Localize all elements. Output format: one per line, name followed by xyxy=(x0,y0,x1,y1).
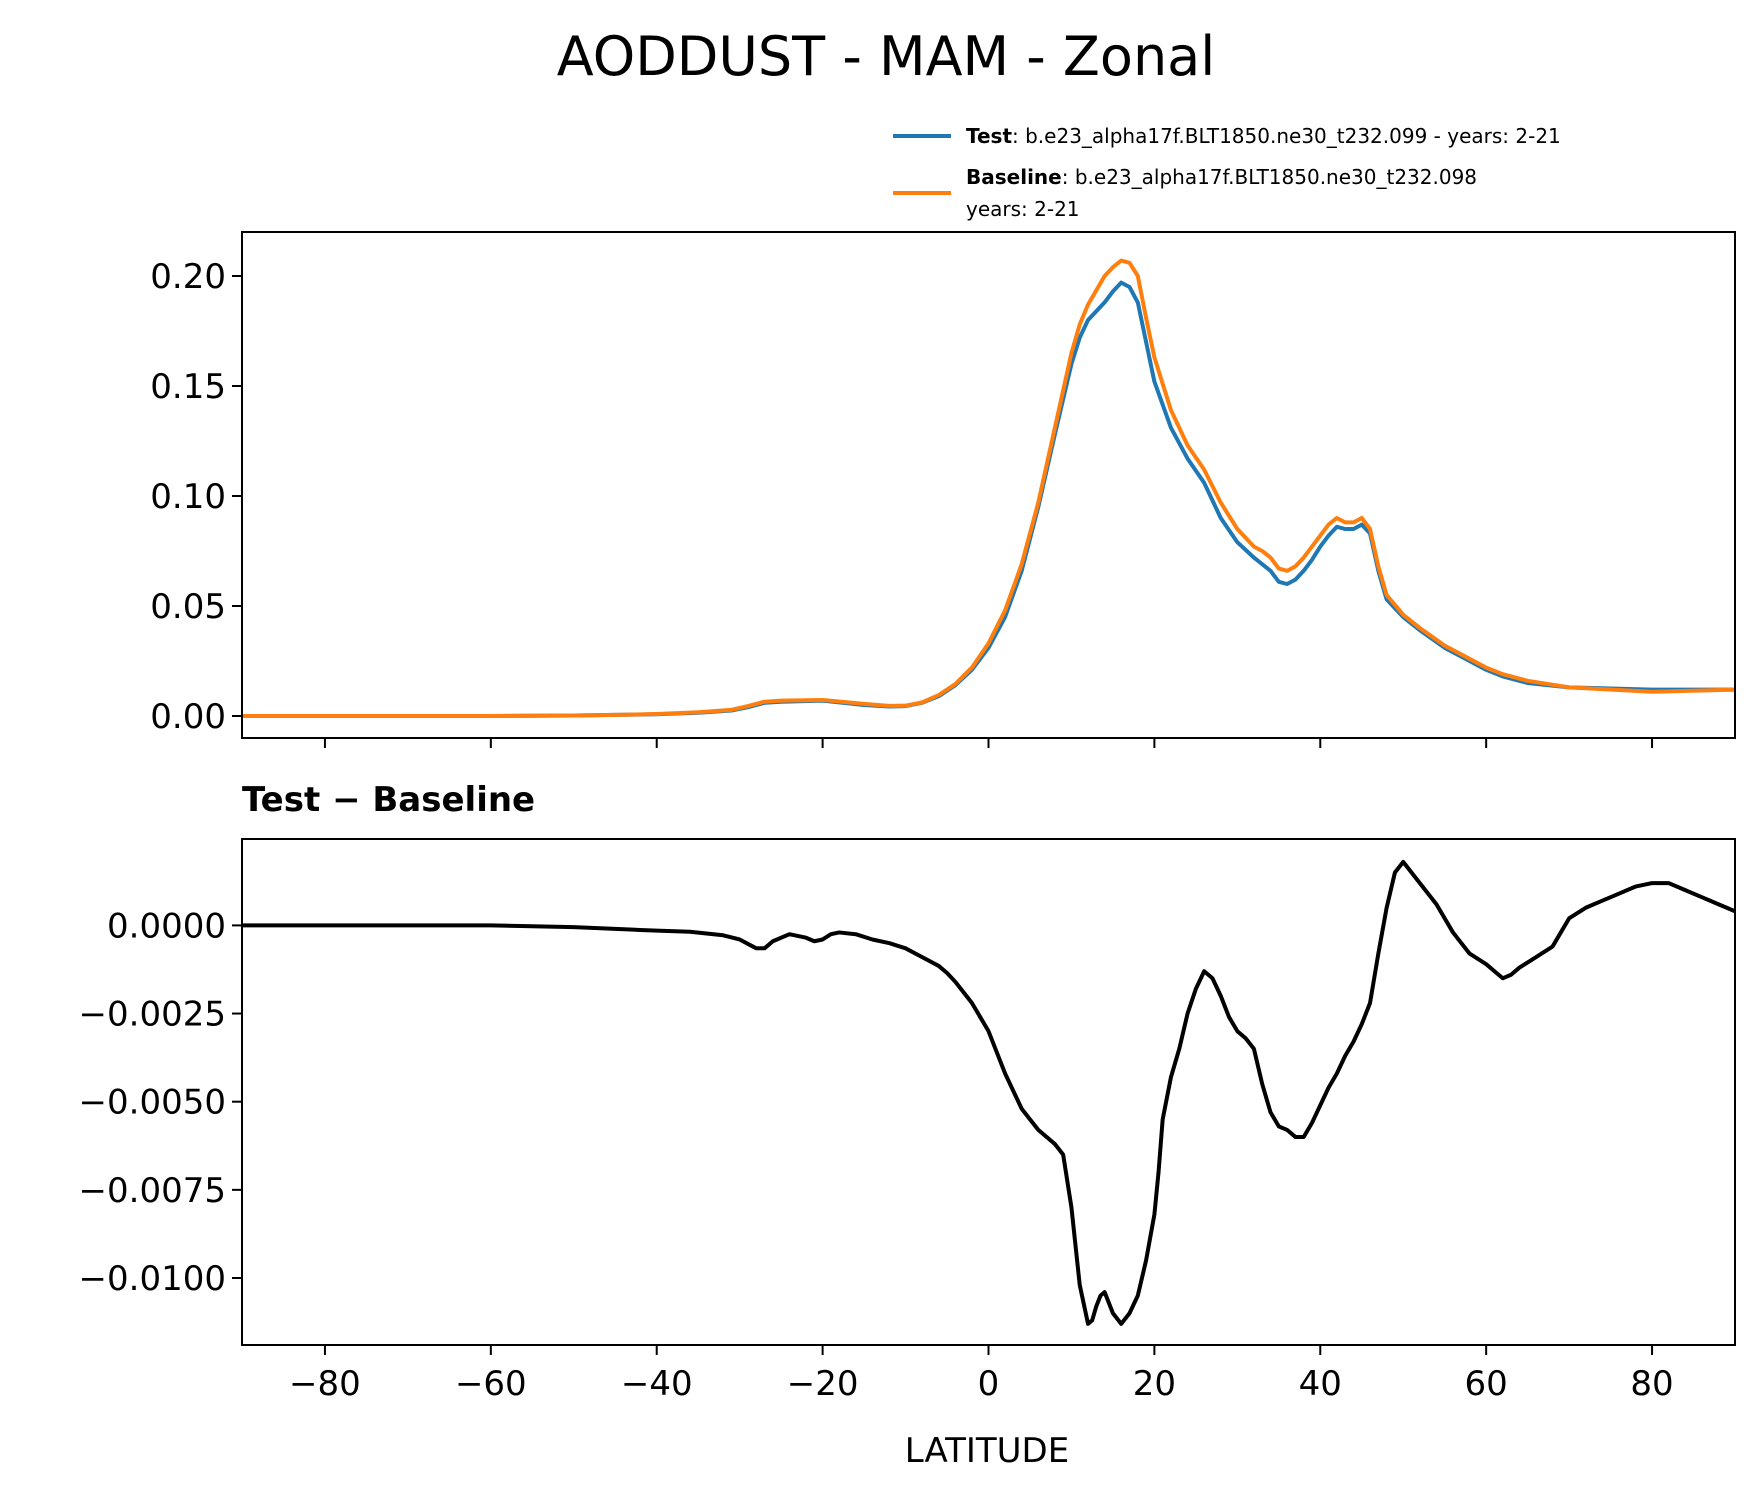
legend-test-text: : b.e23_alpha17f.BLT1850.ne30_t232.099 -… xyxy=(1012,124,1561,148)
top-panel: 0.00 0.05 0.10 0.15 0.20 xyxy=(150,231,1736,748)
x-tick-label: −40 xyxy=(621,1364,693,1404)
bottom-y-tick-label: −0.0050 xyxy=(79,1083,226,1123)
figure-title: AODDUST - MAM - Zonal xyxy=(557,25,1216,88)
bottom-panel-title: Test − Baseline xyxy=(242,780,535,820)
x-tick-label: 80 xyxy=(1630,1364,1673,1404)
x-tick-label: −80 xyxy=(289,1364,361,1404)
bottom-y-tick-label: 0.0000 xyxy=(107,906,226,946)
bottom-series-line-test-baseline xyxy=(242,859,1735,1326)
legend-baseline-text: : b.e23_alpha17f.BLT1850.ne30_t232.098 xyxy=(1062,165,1477,189)
legend-test-name: Test xyxy=(966,124,1012,148)
bottom-panel: −80 −60 −40 −20 0 20 40 60 80 0.0000 −0.0025 −0.005… xyxy=(79,838,1736,1404)
bottom-y-tick-label: −0.0025 xyxy=(79,995,226,1035)
x-axis-label: LATITUDE xyxy=(905,1431,1069,1471)
top-y-tick-label: 0.05 xyxy=(150,587,226,627)
top-y-tick-label: 0.00 xyxy=(150,697,226,737)
legend: Test: b.e23_alpha17f.BLT1850.ne30_t232.0… xyxy=(893,124,1561,221)
top-y-tick-label: 0.10 xyxy=(150,477,226,517)
x-tick-label: −60 xyxy=(455,1364,527,1404)
top-y-tick-label: 0.20 xyxy=(150,257,226,297)
x-tick-label: −20 xyxy=(787,1364,859,1404)
legend-baseline-entry: Baseline: b.e23_alpha17f.BLT1850.ne30_t2… xyxy=(966,165,1477,189)
x-tick-label: 0 xyxy=(978,1364,1000,1404)
x-tick-label: 20 xyxy=(1133,1364,1176,1404)
legend-test-entry: Test: b.e23_alpha17f.BLT1850.ne30_t232.0… xyxy=(966,124,1561,148)
bottom-y-tick-label: −0.0075 xyxy=(79,1171,226,1211)
legend-baseline-text2: years: 2-21 xyxy=(966,197,1080,221)
top-series-line-baseline xyxy=(242,258,1735,718)
legend-baseline-name: Baseline xyxy=(966,165,1062,189)
top-y-tick-label: 0.15 xyxy=(150,367,226,407)
x-tick-label: 60 xyxy=(1465,1364,1508,1404)
x-tick-label: 40 xyxy=(1299,1364,1342,1404)
bottom-y-tick-label: −0.0100 xyxy=(79,1259,226,1299)
